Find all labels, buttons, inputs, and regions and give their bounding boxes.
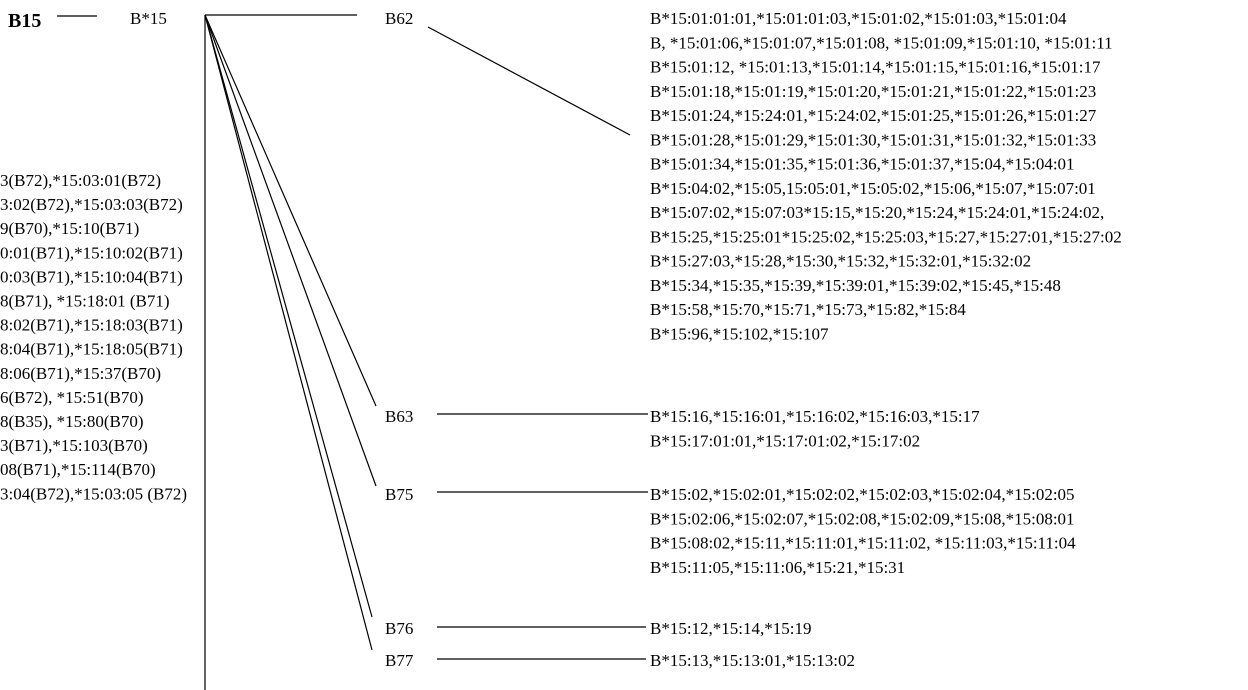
root-allele-label: B*15 [130, 9, 167, 28]
allele-line-b62: B*15:01:28,*15:01:29,*15:01:30,*15:01:31… [650, 130, 1096, 149]
fan-line-b75 [204, 14, 377, 487]
b62-allele-list: B*15:01:01:01,*15:01:01:03,*15:01:02,*15… [650, 9, 1122, 343]
b63-allele-list: B*15:16,*15:16:01,*15:16:02,*15:16:03,*1… [650, 407, 980, 450]
fan-line-b77 [204, 14, 373, 651]
branch-label-b77: B77 [385, 651, 414, 670]
left-allele-line: 9(B70),*15:10(B71) [0, 219, 139, 238]
allele-line-b62: B*15:04:02,*15:05,15:05:01,*15:05:02,*15… [650, 179, 1096, 198]
allele-line-b62: B, *15:01:06,*15:01:07,*15:01:08, *15:01… [650, 33, 1113, 52]
left-allele-line: 6(B72), *15:51(B70) [0, 388, 144, 407]
allele-line-b77: B*15:13,*15:13:01,*15:13:02 [650, 651, 855, 670]
allele-line-b62: B*15:01:12, *15:01:13,*15:01:14,*15:01:1… [650, 58, 1101, 77]
allele-line-b62: B*15:01:01:01,*15:01:01:03,*15:01:02,*15… [650, 9, 1067, 28]
left-allele-line: 8:06(B71),*15:37(B70) [0, 364, 161, 383]
branch-label-b63: B63 [385, 407, 413, 426]
branch-label-b76: B76 [385, 619, 413, 638]
allele-line-b62: B*15:96,*15:102,*15:107 [650, 324, 829, 343]
allele-line-b62: B*15:01:18,*15:01:19,*15:01:20,*15:01:21… [650, 82, 1096, 101]
left-allele-line: 3:02(B72),*15:03:03(B72) [0, 195, 183, 214]
allele-line-b62: B*15:01:24,*15:24:01,*15:24:02,*15:01:25… [650, 106, 1097, 125]
allele-line-b76: B*15:12,*15:14,*15:19 [650, 619, 812, 638]
left-allele-line: 3(B71),*15:103(B70) [0, 436, 148, 455]
allele-line-b62: B*15:34,*15:35,*15:39,*15:39:01,*15:39:0… [650, 276, 1061, 295]
root-serotype-label: B15 [8, 10, 41, 32]
allele-line-b62: B*15:58,*15:70,*15:71,*15:73,*15:82,*15:… [650, 300, 966, 319]
b77-allele-list: B*15:13,*15:13:01,*15:13:02 [650, 651, 855, 670]
allele-line-b75: B*15:08:02,*15:11,*15:11:01,*15:11:02, *… [650, 534, 1076, 553]
fan-line-b76 [204, 14, 373, 618]
allele-line-b62: B*15:01:34,*15:01:35,*15:01:36,*15:01:37… [650, 155, 1075, 174]
left-allele-line: 8(B71), *15:18:01 (B71) [0, 292, 170, 311]
left-allele-line: 8(B35), *15:80(B70) [0, 412, 144, 431]
allele-line-b75: B*15:02,*15:02:01,*15:02:02,*15:02:03,*1… [650, 485, 1075, 504]
b62-diagonal-line [427, 26, 631, 136]
allele-line-b62: B*15:27:03,*15:28,*15:30,*15:32,*15:32:0… [650, 252, 1031, 271]
left-allele-line: 8:02(B71),*15:18:03(B71) [0, 316, 183, 335]
left-allele-column: 3(B72),*15:03:01(B72) 3:02(B72),*15:03:03… [0, 171, 187, 503]
allele-line-b75: B*15:02:06,*15:02:07,*15:02:08,*15:02:09… [650, 509, 1075, 528]
allele-line-b75: B*15:11:05,*15:11:06,*15:21,*15:31 [650, 558, 905, 577]
left-allele-line: 8:04(B71),*15:18:05(B71) [0, 340, 183, 359]
left-allele-line: 3:04(B72),*15:03:05 (B72) [0, 484, 187, 503]
allele-line-b62: B*15:07:02,*15:07:03*15:15,*15:20,*15:24… [650, 203, 1104, 222]
left-allele-line: 0:01(B71),*15:10:02(B71) [0, 243, 183, 262]
b76-allele-list: B*15:12,*15:14,*15:19 [650, 619, 812, 638]
allele-line-b63: B*15:16,*15:16:01,*15:16:02,*15:16:03,*1… [650, 407, 980, 426]
branch-label-b62: B62 [385, 9, 413, 28]
fan-line-b63 [204, 14, 377, 407]
branch-label-b75: B75 [385, 485, 413, 504]
left-allele-line: 0:03(B71),*15:10:04(B71) [0, 267, 183, 286]
allele-line-b63: B*15:17:01:01,*15:17:01:02,*15:17:02 [650, 431, 920, 450]
left-allele-line: 08(B71),*15:114(B70) [0, 460, 156, 479]
left-allele-line: 3(B72),*15:03:01(B72) [0, 171, 161, 190]
b75-allele-list: B*15:02,*15:02:01,*15:02:02,*15:02:03,*1… [650, 485, 1076, 577]
allele-line-b62: B*15:25,*15:25:01*15:25:02,*15:25:03,*15… [650, 227, 1122, 246]
